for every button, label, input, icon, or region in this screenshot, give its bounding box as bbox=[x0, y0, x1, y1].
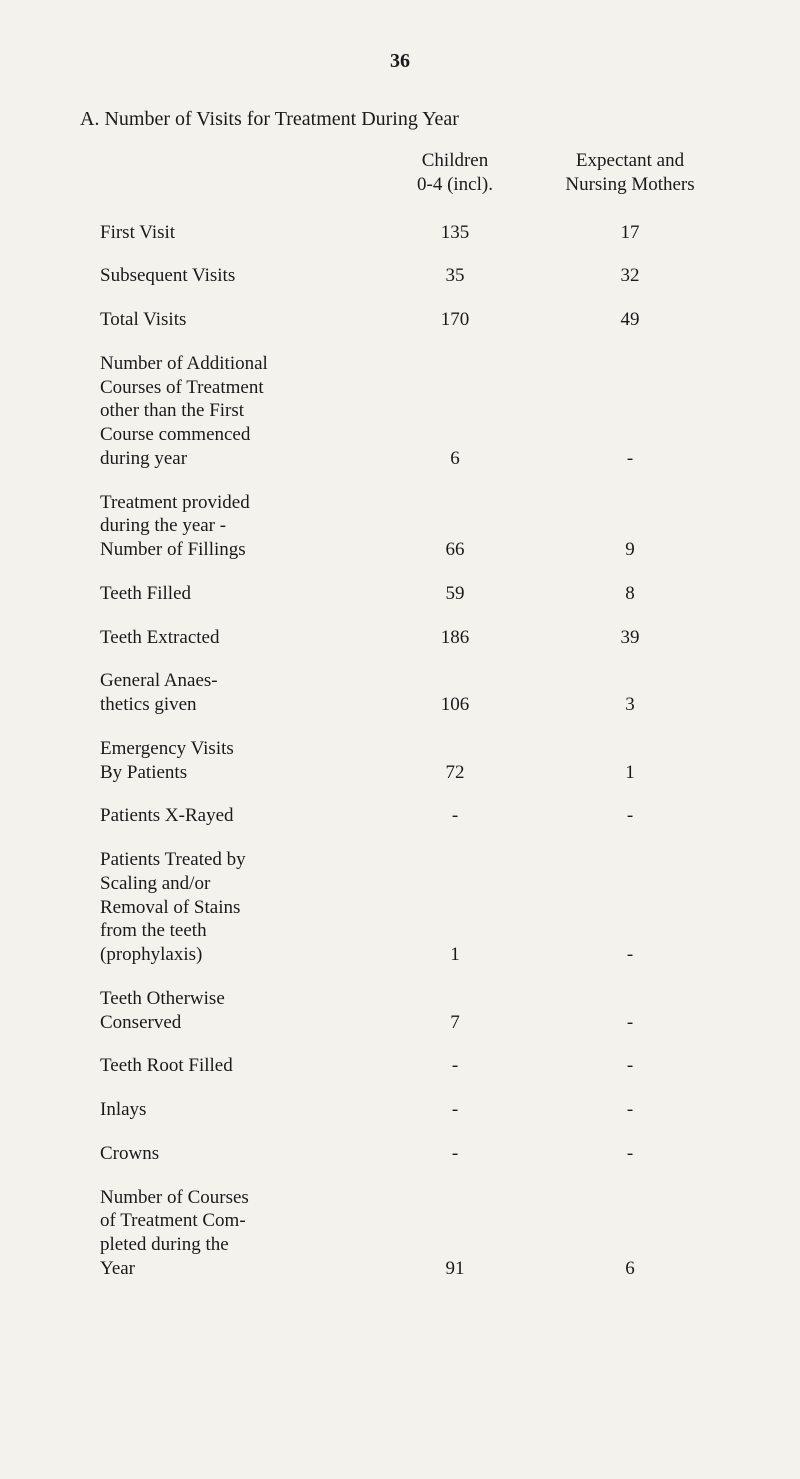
row-children: - bbox=[380, 1044, 530, 1088]
row-label: Teeth Filled bbox=[100, 572, 380, 616]
row-expectant: - bbox=[530, 1132, 730, 1176]
row-expectant: 32 bbox=[530, 254, 730, 298]
row-children: 35 bbox=[380, 254, 530, 298]
row-expectant: 1 bbox=[530, 751, 730, 795]
row-label: Number of Additional Courses of Treatmen… bbox=[100, 342, 380, 481]
row-children: 106 bbox=[380, 683, 530, 727]
row-children: - bbox=[380, 794, 530, 838]
page-number: 36 bbox=[70, 50, 730, 73]
row-label: Subsequent Visits bbox=[100, 254, 380, 298]
header-expectant: Expectant and Nursing Mothers bbox=[530, 149, 730, 211]
row-expectant: 6 bbox=[530, 1247, 730, 1291]
row-label: Emergency Visits By Patients bbox=[100, 727, 380, 795]
row-label: First Visit bbox=[100, 211, 380, 255]
page-container: 36 A. Number of Visits for Treatment Dur… bbox=[0, 0, 800, 1479]
row-label: Patients Treated by Scaling and/or Remov… bbox=[100, 838, 380, 977]
row-label: Patients X-Rayed bbox=[100, 794, 380, 838]
row-expectant: 8 bbox=[530, 572, 730, 616]
row-children: 66 bbox=[380, 528, 530, 572]
row-label: Treatment provided during the year - Num… bbox=[100, 481, 380, 572]
header-blank bbox=[100, 149, 380, 211]
row-label: Total Visits bbox=[100, 298, 380, 342]
row-children: - bbox=[380, 1132, 530, 1176]
header-children: Children 0-4 (incl). bbox=[380, 149, 530, 211]
row-expectant: - bbox=[530, 1088, 730, 1132]
row-expectant: - bbox=[530, 794, 730, 838]
row-children: 186 bbox=[380, 616, 530, 660]
row-label: Teeth Root Filled bbox=[100, 1044, 380, 1088]
row-children: 72 bbox=[380, 751, 530, 795]
data-table: Children 0-4 (incl). Expectant and Nursi… bbox=[100, 149, 730, 1291]
row-children: 7 bbox=[380, 1001, 530, 1045]
row-label: Teeth Otherwise Conserved bbox=[100, 977, 380, 1045]
row-children: 1 bbox=[380, 933, 530, 977]
row-expectant: 17 bbox=[530, 211, 730, 255]
row-children: 170 bbox=[380, 298, 530, 342]
row-expectant: 9 bbox=[530, 528, 730, 572]
row-children: 6 bbox=[380, 437, 530, 481]
row-label: Number of Courses of Treatment Com- plet… bbox=[100, 1176, 380, 1291]
section-title: A. Number of Visits for Treatment During… bbox=[80, 108, 730, 131]
row-expectant: - bbox=[530, 933, 730, 977]
row-expectant: - bbox=[530, 1044, 730, 1088]
row-children: 135 bbox=[380, 211, 530, 255]
row-children: - bbox=[380, 1088, 530, 1132]
row-expectant: - bbox=[530, 437, 730, 481]
row-children: 59 bbox=[380, 572, 530, 616]
row-expectant: 3 bbox=[530, 683, 730, 727]
row-children: 91 bbox=[380, 1247, 530, 1291]
row-expectant: - bbox=[530, 1001, 730, 1045]
row-label: Teeth Extracted bbox=[100, 616, 380, 660]
row-label: Inlays bbox=[100, 1088, 380, 1132]
row-expectant: 39 bbox=[530, 616, 730, 660]
row-label: Crowns bbox=[100, 1132, 380, 1176]
row-expectant: 49 bbox=[530, 298, 730, 342]
row-label: General Anaes- thetics given bbox=[100, 659, 380, 727]
